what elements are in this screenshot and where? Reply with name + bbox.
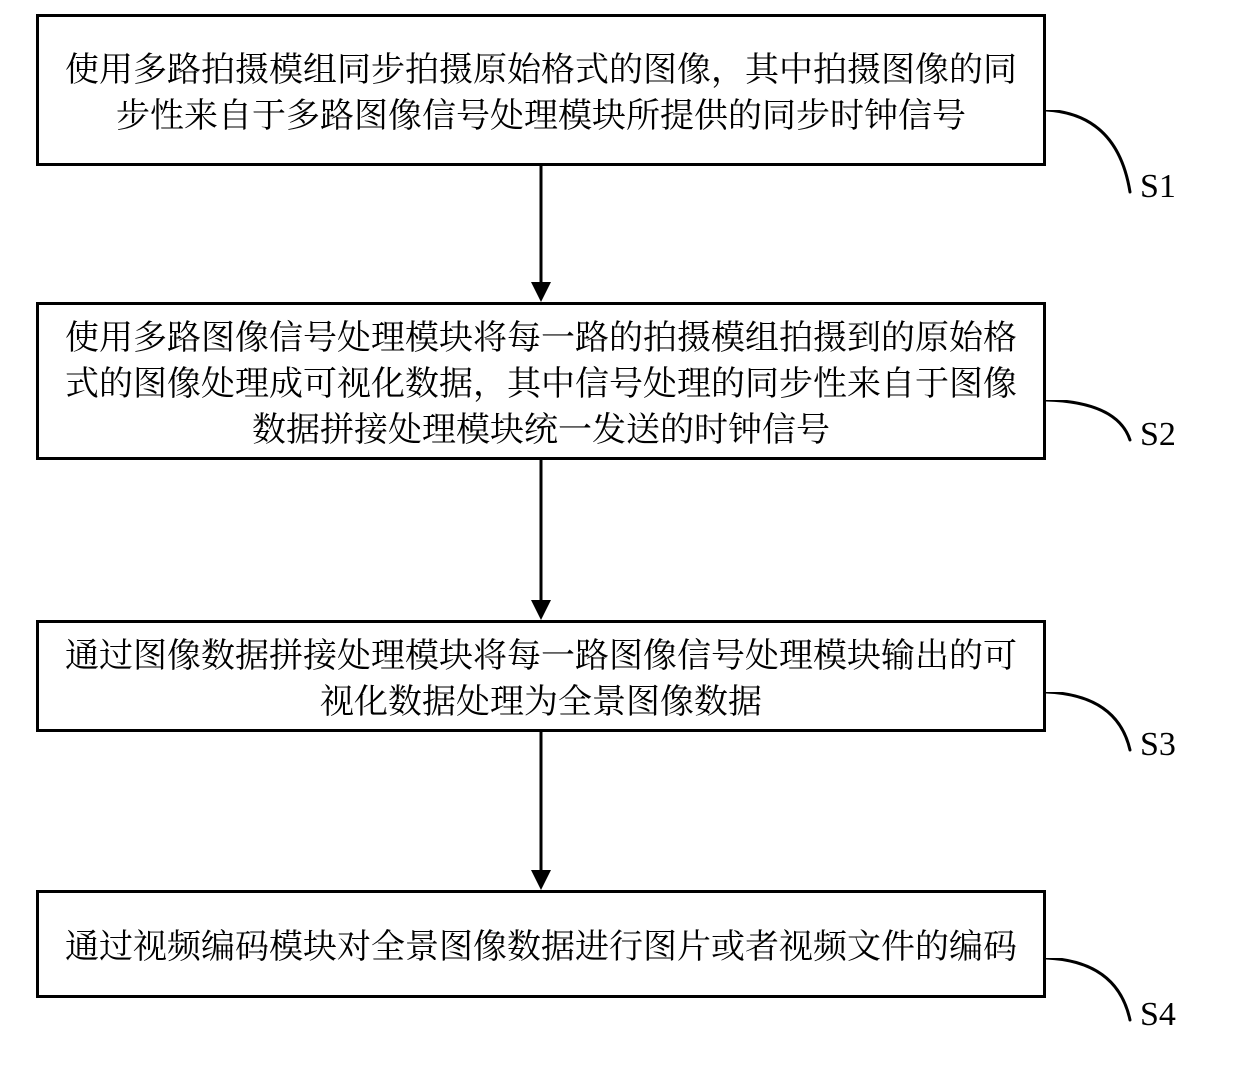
flow-step-label-s2: S2 xyxy=(1140,416,1176,454)
flow-step-text-s1: 使用多路拍摄模组同步拍摄原始格式的图像，其中拍摄图像的同步性来自于多路图像信号处… xyxy=(53,44,1029,136)
flow-arrow-3 xyxy=(521,732,561,890)
flow-step-text-s2: 使用多路图像信号处理模块将每一路的拍摄模组拍摄到的原始格式的图像处理成可视化数据… xyxy=(53,312,1029,450)
flow-step-s3: 通过图像数据拼接处理模块将每一路图像信号处理模块输出的可视化数据处理为全景图像数… xyxy=(36,620,1046,732)
callout-s1 xyxy=(1046,110,1150,212)
flow-arrow-2 xyxy=(521,460,561,620)
flow-step-label-s3: S3 xyxy=(1140,726,1176,764)
callout-s2 xyxy=(1046,400,1150,460)
callout-s4 xyxy=(1046,958,1150,1040)
flowchart-container: 使用多路拍摄模组同步拍摄原始格式的图像，其中拍摄图像的同步性来自于多路图像信号处… xyxy=(0,0,1240,1068)
flow-step-s4: 通过视频编码模块对全景图像数据进行图片或者视频文件的编码 xyxy=(36,890,1046,998)
flow-arrow-1 xyxy=(521,166,561,302)
flow-step-text-s3: 通过图像数据拼接处理模块将每一路图像信号处理模块输出的可视化数据处理为全景图像数… xyxy=(53,630,1029,722)
callout-s3 xyxy=(1046,692,1150,770)
flow-step-label-s1: S1 xyxy=(1140,168,1176,206)
flow-step-s1: 使用多路拍摄模组同步拍摄原始格式的图像，其中拍摄图像的同步性来自于多路图像信号处… xyxy=(36,14,1046,166)
flow-step-text-s4: 通过视频编码模块对全景图像数据进行图片或者视频文件的编码 xyxy=(65,921,1017,967)
flow-step-s2: 使用多路图像信号处理模块将每一路的拍摄模组拍摄到的原始格式的图像处理成可视化数据… xyxy=(36,302,1046,460)
flow-step-label-s4: S4 xyxy=(1140,996,1176,1034)
